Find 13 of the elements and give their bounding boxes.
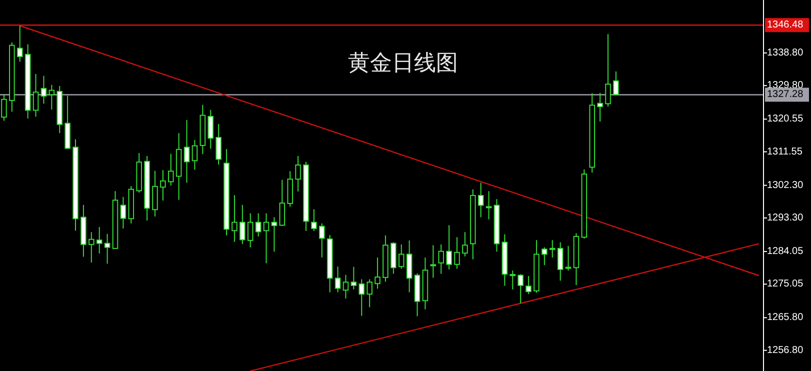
y-tick-label: 1275.05 bbox=[767, 278, 804, 290]
y-tick-label: 1329.80 bbox=[767, 80, 804, 92]
y-tick-label: 1256.80 bbox=[767, 344, 804, 356]
y-tick-label: 1302.30 bbox=[767, 180, 804, 191]
y-tick-label: 1284.05 bbox=[767, 246, 804, 258]
text: 黄金日线图 bbox=[348, 50, 458, 75]
y-tick-label: 1293.30 bbox=[767, 212, 804, 224]
y-tick-label: 1311.55 bbox=[767, 146, 803, 158]
ref-line-label: 1346.48 bbox=[767, 20, 804, 31]
y-tick-label: 1338.80 bbox=[767, 47, 804, 58]
ref-line-label: 1327.28 bbox=[767, 89, 804, 100]
y-tick-label: 1265.80 bbox=[767, 312, 804, 324]
y-tick-label: 1320.55 bbox=[767, 114, 804, 125]
